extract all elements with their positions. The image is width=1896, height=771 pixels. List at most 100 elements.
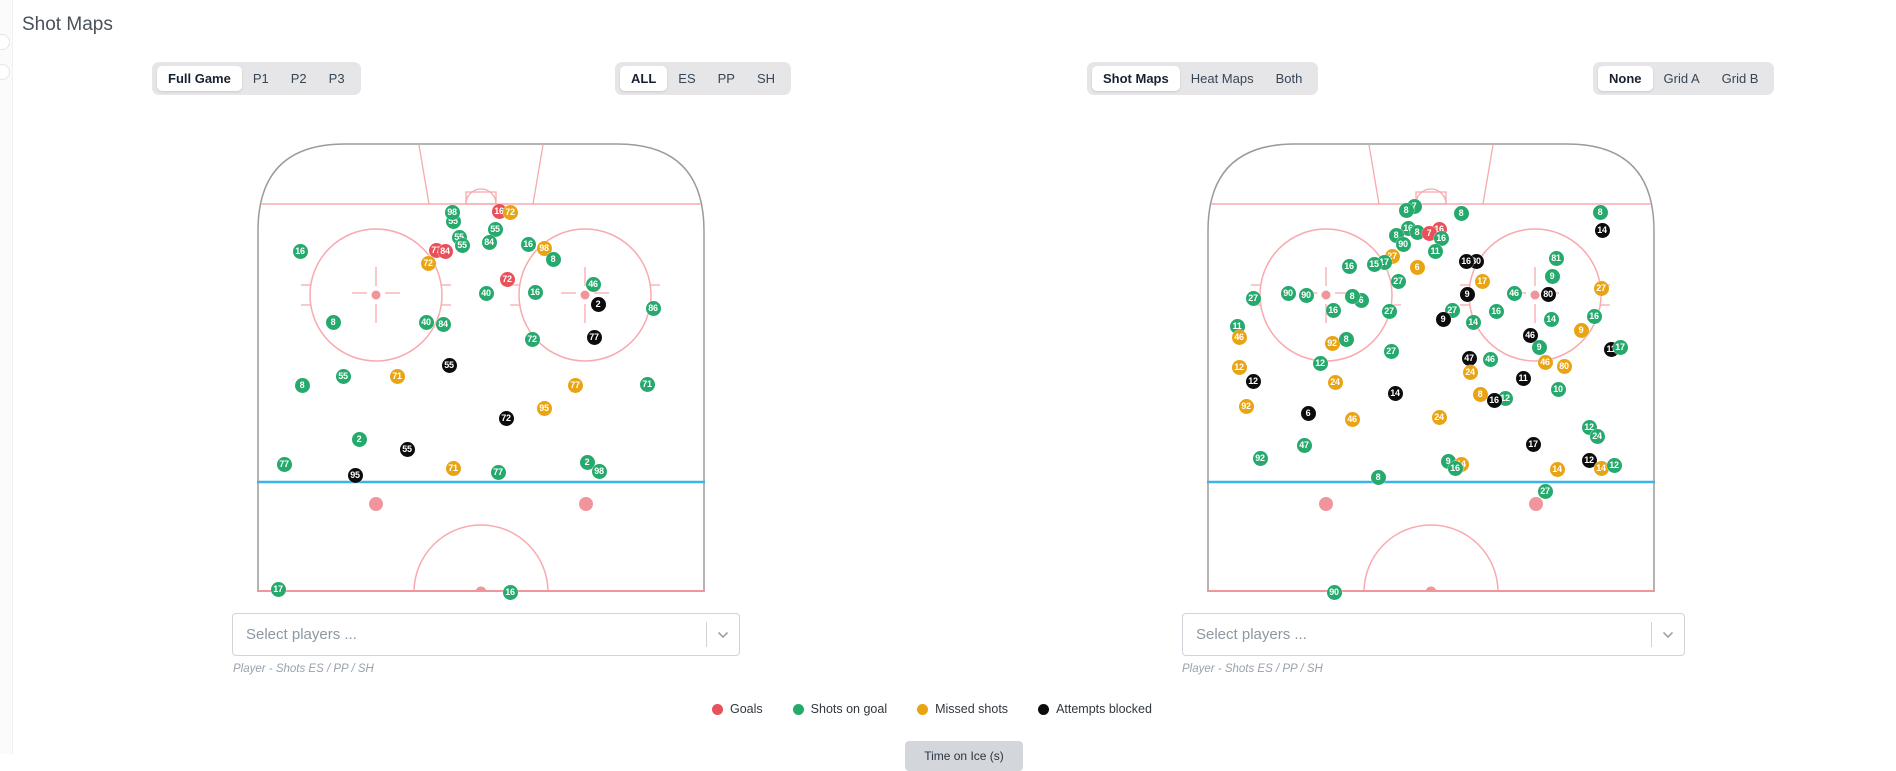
shot-marker-miss-9[interactable]: 9 (1573, 322, 1589, 338)
shot-marker-sog-8[interactable]: 8 (1453, 205, 1469, 221)
shot-marker-goal-7[interactable]: 7 (1421, 225, 1437, 241)
shot-marker-sog-16[interactable]: 16 (1488, 303, 1504, 319)
shot-marker-miss-92[interactable]: 92 (1324, 335, 1340, 351)
shot-marker-miss-46[interactable]: 46 (1231, 329, 1247, 345)
shot-marker-miss-72[interactable]: 72 (420, 255, 436, 271)
shot-marker-sog-8[interactable]: 8 (1370, 469, 1386, 485)
shot-marker-miss-77[interactable]: 77 (567, 377, 583, 393)
segment-es[interactable]: ES (678, 71, 696, 86)
shot-marker-sog-90[interactable]: 90 (1326, 584, 1342, 600)
shot-marker-sog-55[interactable]: 55 (335, 368, 351, 384)
shot-marker-sog-16[interactable]: 16 (520, 236, 536, 252)
chevron-down-icon[interactable] (1651, 622, 1684, 647)
shot-marker-sog-16[interactable]: 16 (1325, 302, 1341, 318)
shot-marker-block-17[interactable]: 17 (1525, 436, 1541, 452)
shot-marker-sog-46[interactable]: 46 (1482, 351, 1498, 367)
segment-all[interactable]: ALL (620, 66, 668, 91)
shot-marker-sog-86[interactable]: 86 (645, 300, 661, 316)
segment-p1[interactable]: P1 (252, 71, 269, 86)
shot-marker-goal-84[interactable]: 84 (437, 243, 453, 259)
shot-marker-block-80[interactable]: 80 (1540, 286, 1556, 302)
player-select-left[interactable]: Select players ... (232, 613, 740, 656)
shot-marker-miss-46[interactable]: 46 (1537, 354, 1553, 370)
shot-marker-sog-12[interactable]: 12 (1606, 457, 1622, 473)
shot-marker-sog-27[interactable]: 27 (1537, 483, 1553, 499)
segment-grid-a[interactable]: Grid A (1663, 71, 1700, 86)
shot-marker-sog-40[interactable]: 40 (418, 314, 434, 330)
shot-marker-sog-2[interactable]: 2 (351, 431, 367, 447)
shot-marker-block-2[interactable]: 2 (590, 296, 606, 312)
shot-marker-sog-46[interactable]: 46 (585, 276, 601, 292)
shot-marker-sog-98[interactable]: 98 (444, 204, 460, 220)
shot-marker-miss-27[interactable]: 27 (1593, 280, 1609, 296)
shot-marker-sog-9[interactable]: 9 (1531, 339, 1547, 355)
shot-marker-sog-16[interactable]: 16 (1586, 308, 1602, 324)
shot-marker-block-47[interactable]: 47 (1461, 350, 1477, 366)
segment-sh[interactable]: SH (756, 71, 776, 86)
shot-marker-block-16[interactable]: 16 (1486, 392, 1502, 408)
shot-marker-block-95[interactable]: 95 (347, 467, 363, 483)
shot-marker-sog-11[interactable]: 11 (1427, 243, 1443, 259)
shot-marker-sog-10[interactable]: 10 (1550, 381, 1566, 397)
shot-marker-sog-16[interactable]: 16 (292, 243, 308, 259)
shot-marker-sog-84[interactable]: 84 (435, 316, 451, 332)
shot-marker-miss-95[interactable]: 95 (536, 400, 552, 416)
shot-marker-sog-27[interactable]: 27 (1381, 303, 1397, 319)
shot-marker-miss-14[interactable]: 14 (1593, 460, 1609, 476)
segment-p2[interactable]: P2 (290, 71, 307, 86)
shot-marker-sog-55[interactable]: 55 (454, 237, 470, 253)
shot-marker-sog-55[interactable]: 55 (487, 221, 503, 237)
shot-marker-block-77[interactable]: 77 (586, 329, 602, 345)
segment-shot-maps[interactable]: Shot Maps (1092, 66, 1180, 91)
shot-marker-sog-14[interactable]: 14 (1465, 314, 1481, 330)
shot-marker-sog-8[interactable]: 8 (325, 314, 341, 330)
shot-marker-sog-90[interactable]: 90 (1280, 285, 1296, 301)
shot-marker-block-16[interactable]: 16 (1458, 253, 1474, 269)
shot-marker-block-12[interactable]: 12 (1581, 452, 1597, 468)
shot-marker-sog-90[interactable]: 90 (1395, 236, 1411, 252)
segment-none[interactable]: None (1598, 66, 1653, 91)
shot-marker-miss-24[interactable]: 24 (1327, 374, 1343, 390)
shot-marker-sog-14[interactable]: 14 (1543, 311, 1559, 327)
shot-marker-sog-8[interactable]: 8 (1409, 224, 1425, 240)
shot-marker-sog-8[interactable]: 8 (545, 251, 561, 267)
shot-marker-block-55[interactable]: 55 (399, 441, 415, 457)
shot-marker-sog-16[interactable]: 16 (1341, 258, 1357, 274)
segment-heat-maps[interactable]: Heat Maps (1190, 71, 1254, 86)
shot-marker-sog-77[interactable]: 77 (276, 456, 292, 472)
shot-marker-sog-27[interactable]: 27 (1390, 273, 1406, 289)
shot-marker-sog-16[interactable]: 16 (1447, 460, 1463, 476)
segment-p3[interactable]: P3 (328, 71, 345, 86)
shot-marker-sog-40[interactable]: 40 (478, 285, 494, 301)
shot-marker-sog-8[interactable]: 8 (1398, 202, 1414, 218)
player-select-right[interactable]: Select players ... (1182, 613, 1685, 656)
shot-marker-sog-72[interactable]: 72 (524, 331, 540, 347)
shot-marker-sog-47[interactable]: 47 (1296, 437, 1312, 453)
shot-marker-block-12[interactable]: 12 (1245, 373, 1261, 389)
shot-marker-block-55[interactable]: 55 (441, 357, 457, 373)
shot-marker-sog-98[interactable]: 98 (591, 463, 607, 479)
shot-marker-miss-6[interactable]: 6 (1409, 259, 1425, 275)
shot-marker-sog-24[interactable]: 24 (1589, 428, 1605, 444)
shot-marker-block-72[interactable]: 72 (498, 410, 514, 426)
segment-grid-b[interactable]: Grid B (1721, 71, 1759, 86)
shot-marker-block-9[interactable]: 9 (1459, 286, 1475, 302)
shot-marker-miss-98[interactable]: 98 (536, 240, 552, 256)
segment-both[interactable]: Both (1275, 71, 1303, 86)
shot-marker-sog-71[interactable]: 71 (639, 376, 655, 392)
shot-marker-sog-2[interactable]: 2 (579, 454, 595, 470)
shot-marker-block-14[interactable]: 14 (1387, 385, 1403, 401)
shot-marker-sog-8[interactable]: 8 (294, 377, 310, 393)
shot-marker-miss-71[interactable]: 71 (389, 368, 405, 384)
shot-marker-block-46[interactable]: 46 (1522, 327, 1538, 343)
shot-marker-sog-81[interactable]: 81 (1548, 250, 1564, 266)
shot-marker-sog-8[interactable]: 8 (1338, 331, 1354, 347)
shot-marker-miss-8[interactable]: 8 (1472, 386, 1488, 402)
shot-marker-sog-12[interactable]: 12 (1312, 355, 1328, 371)
shot-marker-miss-24[interactable]: 24 (1431, 409, 1447, 425)
shot-marker-sog-90[interactable]: 90 (1298, 287, 1314, 303)
shot-marker-block-14[interactable]: 14 (1594, 222, 1610, 238)
shot-marker-sog-17[interactable]: 17 (270, 581, 286, 597)
shot-marker-sog-8[interactable]: 8 (1592, 204, 1608, 220)
shot-marker-sog-16[interactable]: 16 (1433, 230, 1449, 246)
